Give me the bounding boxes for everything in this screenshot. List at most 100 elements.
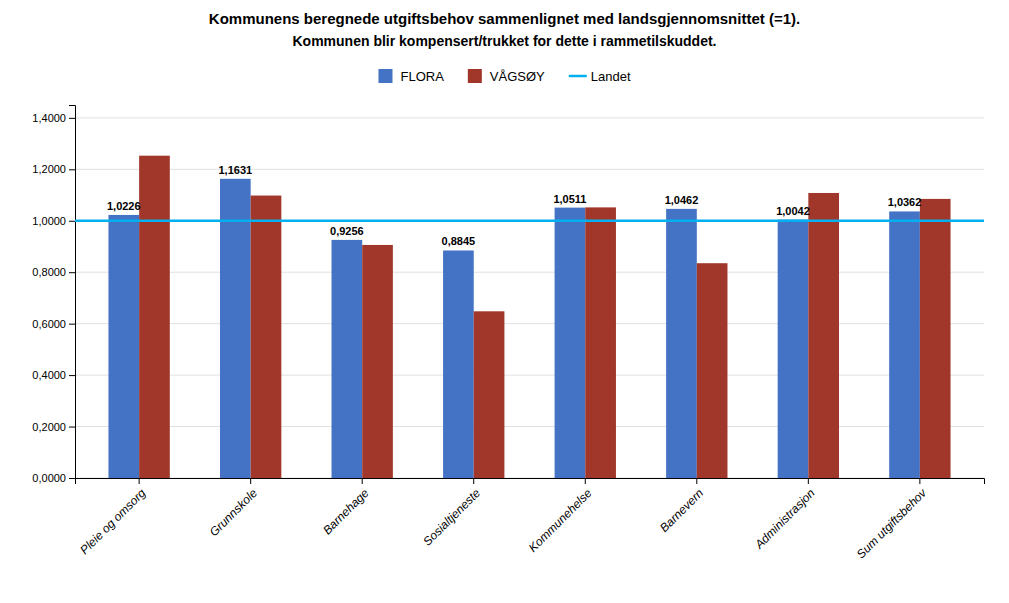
grid-line [75, 272, 984, 273]
x-tick-label: Barnehage [320, 486, 372, 538]
x-tick-mark [919, 478, 920, 484]
x-tick-label: Grunnskole [207, 486, 261, 540]
y-tick: 1,4000 [32, 112, 75, 124]
bar [220, 179, 251, 478]
y-tick: 0,2000 [32, 421, 75, 433]
x-tick-mark [473, 478, 474, 484]
plot-area [75, 156, 984, 478]
data-label: 1,0362 [888, 196, 922, 208]
x-tick: Grunnskole [207, 478, 261, 539]
x-tick-mark [250, 478, 251, 484]
x-tick-label: Sosialtjeneste [420, 486, 483, 549]
y-tick: 0,8000 [32, 266, 75, 278]
y-tick-mark [69, 272, 75, 273]
x-tick: Barnevern [657, 478, 706, 535]
y-tick-label: 1,0000 [32, 215, 66, 227]
bar-series [139, 156, 950, 478]
data-label: 1,0462 [665, 194, 699, 206]
y-tick-label: 0,4000 [32, 369, 66, 381]
bar [332, 240, 363, 478]
legend-item: Landet [569, 69, 631, 84]
bar [889, 211, 920, 478]
bar [362, 245, 393, 478]
x-tick-mark [696, 478, 697, 484]
y-axis: 0,0000 0,2000 0,4000 0,6000 0,8000 1,0000 1,20… [32, 106, 75, 485]
y-axis-line [69, 106, 76, 479]
grid-line [75, 323, 984, 324]
x-tick: Pleie og omsorg [77, 478, 148, 557]
y-tick-mark [69, 478, 75, 479]
bar [697, 263, 728, 478]
data-label: 0,9256 [330, 225, 364, 237]
legend-item: FLORA [378, 69, 444, 84]
x-tick-label: Barnevern [657, 486, 706, 535]
legend-swatch [569, 75, 587, 78]
x-tick-mark [808, 478, 809, 484]
y-tick-label: 1,2000 [32, 163, 66, 175]
data-label: 1,0511 [553, 193, 586, 205]
y-tick-mark [69, 221, 75, 222]
legend: FLORA VÅGSØY Landet [378, 69, 630, 84]
data-labels: 1,0226 1,1631 0,9256 0,8845 1,0511 1,0462 1,00… [107, 164, 921, 248]
grid [75, 118, 984, 478]
data-label: 1,1631 [219, 164, 253, 176]
bar [108, 215, 139, 478]
y-tick-label: 0,0000 [32, 472, 66, 484]
bar [443, 250, 474, 478]
bar [474, 311, 505, 478]
bar [808, 193, 839, 478]
y-tick-mark [69, 375, 75, 376]
x-tick-label: Sum utgiftsbehov [854, 485, 930, 561]
bar [920, 199, 951, 478]
bar [585, 207, 616, 478]
grid-line [75, 220, 984, 221]
y-tick-mark [69, 427, 75, 428]
y-tick: 0,0000 [32, 472, 75, 484]
bar [555, 208, 586, 478]
chart: Kommunens beregnede utgiftsbehov sammenl… [0, 0, 1009, 603]
data-label: 0,8845 [442, 235, 476, 247]
y-tick-mark [69, 324, 75, 325]
x-axis-line [76, 479, 985, 485]
bar [251, 196, 282, 478]
grid-line [75, 169, 984, 170]
data-label: 1,0226 [107, 200, 141, 212]
x-tick: Administrasjon [751, 478, 817, 552]
y-tick-label: 0,6000 [32, 318, 66, 330]
subtitle: Kommunen blir kompensert/trukket for det… [293, 33, 717, 49]
x-tick-label: Pleie og omsorg [77, 486, 148, 557]
y-tick-mark [69, 118, 75, 119]
x-tick: Sosialtjeneste [420, 478, 483, 549]
x-tick: Sum utgiftsbehov [854, 478, 930, 561]
legend-label: FLORA [400, 69, 444, 84]
title: Kommunens beregnede utgiftsbehov sammenl… [209, 10, 800, 27]
x-tick-mark [139, 478, 140, 484]
y-tick-label: 0,2000 [32, 421, 66, 433]
x-tick-mark [585, 478, 586, 484]
y-tick: 0,4000 [32, 369, 75, 381]
x-tick-mark [362, 478, 363, 484]
x-tick-label: Administrasjon [751, 486, 817, 552]
y-tick: 1,2000 [32, 163, 75, 175]
bar [666, 209, 697, 478]
grid-line [75, 375, 984, 376]
grid-line [75, 117, 984, 118]
legend-swatch [378, 69, 392, 83]
y-tick: 0,6000 [32, 318, 75, 330]
grid-line [75, 426, 984, 427]
legend-item: VÅGSØY [468, 69, 545, 84]
legend-swatch [468, 69, 482, 83]
bar [139, 156, 170, 478]
bar [778, 220, 809, 478]
legend-label: VÅGSØY [490, 69, 545, 84]
data-label: 1,0042 [776, 205, 810, 217]
y-tick-mark [69, 169, 75, 170]
legend-label: Landet [591, 69, 631, 84]
x-tick: Barnehage [320, 478, 372, 537]
x-tick: Kommunehelse [526, 478, 595, 555]
y-tick-label: 0,8000 [32, 266, 66, 278]
y-tick: 1,0000 [32, 215, 75, 227]
x-tick-label: Kommunehelse [526, 486, 595, 555]
y-tick-label: 1,4000 [32, 112, 66, 124]
reference-line [75, 220, 984, 223]
